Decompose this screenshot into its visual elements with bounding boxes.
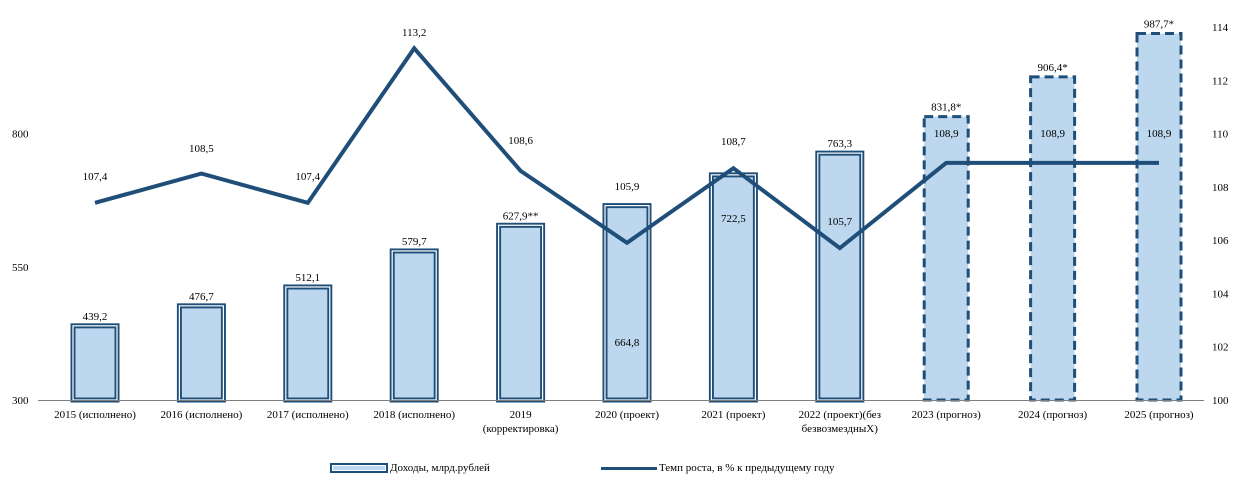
x-tick-label: 2015 (исполнено) <box>54 409 136 421</box>
right-tick-label: 108 <box>1212 182 1229 194</box>
x-tick-label: 2019 <box>510 409 533 421</box>
right-axis-ticks: 100 102 104 106 108 110 112 114 <box>1212 22 1229 407</box>
bar-data-label: 906,4* <box>1037 62 1067 74</box>
x-tick-label: 2022 (проект)(без <box>799 409 881 421</box>
x-tick-label: 2017 (исполнено) <box>267 409 349 421</box>
line-data-label: 108,7 <box>721 136 746 148</box>
right-tick-label: 104 <box>1212 288 1229 300</box>
line-data-label: 113,2 <box>402 27 426 39</box>
right-tick-label: 106 <box>1212 235 1229 247</box>
x-tick-label: 2016 (исполнено) <box>161 409 243 421</box>
line-data-label: 107,4 <box>83 171 108 183</box>
right-tick-label: 102 <box>1212 342 1229 354</box>
right-tick-label: 100 <box>1212 395 1229 407</box>
x-tick-label: безвозмездныХ) <box>802 423 879 435</box>
bar-data-label: 664,8 <box>615 337 640 349</box>
left-tick-label: 800 <box>12 129 29 141</box>
x-tick-label: 2020 (проект) <box>595 409 659 421</box>
legend: Доходы, млрд.рублей Темп роста, в % к пр… <box>0 462 1244 480</box>
bar-series <box>38 32 1204 403</box>
x-tick-label: 2018 (исполнено) <box>373 409 455 421</box>
line-data-label: 108,9 <box>934 128 959 140</box>
bar-data-label: 987,7* <box>1144 19 1174 31</box>
line-data-label: 108,9 <box>1040 128 1065 140</box>
bar <box>922 115 970 402</box>
right-tick-label: 110 <box>1212 129 1229 141</box>
line-data-label: 105,9 <box>615 181 640 193</box>
bar <box>70 323 120 403</box>
x-tick-label: (корректировка) <box>483 423 559 435</box>
legend-item-growth: Темп роста, в % к предыдущему году <box>601 462 835 474</box>
bar <box>1135 32 1183 402</box>
line-data-label: 108,6 <box>508 135 533 147</box>
bar-data-label: 476,7 <box>189 291 214 303</box>
right-tick-label: 112 <box>1212 75 1228 87</box>
bar-data-label: 763,3 <box>827 138 852 150</box>
bar <box>1029 75 1077 402</box>
x-tick-label: 2024 (прогноз) <box>1018 409 1088 421</box>
bar <box>176 303 226 403</box>
bar-data-label: 627,9** <box>503 210 539 222</box>
legend-label-income: Доходы, млрд.рублей <box>390 462 490 474</box>
bar-data-label: 512,1 <box>295 272 320 284</box>
right-tick-label: 114 <box>1212 22 1229 34</box>
bar-data-label: 722,5 <box>721 213 746 225</box>
line-data-label: 107,4 <box>295 171 320 183</box>
data-labels: 439,2 476,7 512,1 579,7 627,9** 664,8 722,5 763… <box>83 19 1175 349</box>
left-axis-ticks: 300 550 800 <box>12 129 29 407</box>
bar <box>496 222 546 403</box>
bar-data-label: 831,8* <box>931 102 961 114</box>
line-data-label: 105,7 <box>827 216 852 228</box>
legend-bar-swatch <box>330 463 388 473</box>
legend-item-income: Доходы, млрд.рублей <box>330 462 490 474</box>
x-tick-label: 2021 (проект) <box>701 409 765 421</box>
bar <box>389 248 439 403</box>
x-tick-label: 2023 (прогноз) <box>912 409 982 421</box>
left-tick-label: 550 <box>12 262 29 274</box>
bar-data-label: 439,2 <box>83 311 108 323</box>
legend-label-growth: Темп роста, в % к предыдущему году <box>659 462 835 474</box>
combo-chart: 300 550 800 100 102 104 106 108 110 112 114 439,2… <box>12 19 1229 435</box>
bar-data-label: 579,7 <box>402 236 427 248</box>
bar <box>815 150 865 403</box>
bar <box>708 172 758 403</box>
bar <box>283 284 333 403</box>
line-data-label: 108,5 <box>189 143 214 155</box>
x-axis-labels: 2015 (исполнено) 2016 (исполнено) 2017 (ис… <box>54 409 1194 435</box>
left-tick-label: 300 <box>12 395 29 407</box>
legend-line-swatch <box>601 466 657 470</box>
line-data-label: 108,9 <box>1147 128 1172 140</box>
line-series <box>94 45 1160 251</box>
x-tick-label: 2025 (прогноз) <box>1124 409 1194 421</box>
